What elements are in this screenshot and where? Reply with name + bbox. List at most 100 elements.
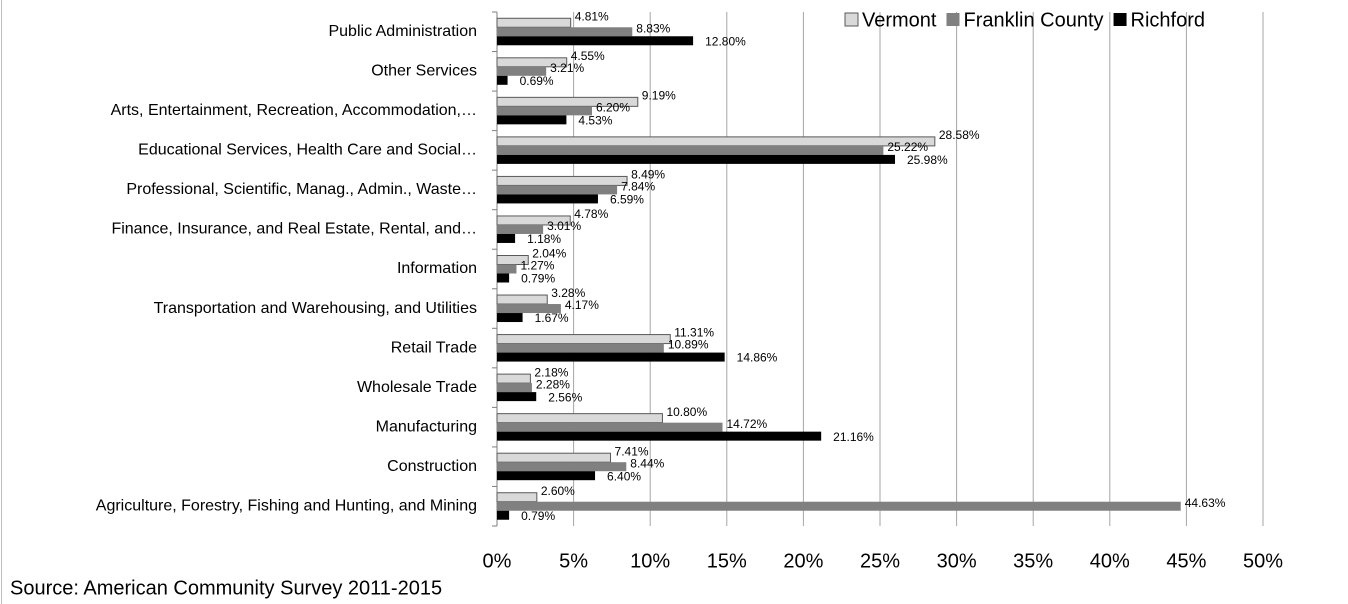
bar xyxy=(497,422,723,432)
bar xyxy=(497,115,567,125)
data-label: 7.84% xyxy=(621,180,655,194)
data-label: 0.69% xyxy=(520,74,554,88)
x-tick-label: 10% xyxy=(630,550,670,572)
bar xyxy=(497,273,510,283)
bar xyxy=(497,185,618,195)
bar xyxy=(497,145,884,155)
bar xyxy=(497,501,1181,511)
bar xyxy=(496,17,572,28)
x-tick-label: 50% xyxy=(1243,550,1283,572)
bar xyxy=(497,224,544,234)
data-label: 3.21% xyxy=(550,61,584,75)
bar xyxy=(497,462,627,472)
bar xyxy=(497,75,508,85)
data-label: 0.79% xyxy=(521,509,555,523)
category-label: Wholesale Trade xyxy=(357,379,477,396)
data-label: 1.18% xyxy=(527,232,561,246)
bar xyxy=(497,194,598,204)
bar xyxy=(497,36,694,46)
data-label: 3.01% xyxy=(547,219,581,233)
bar xyxy=(497,471,596,481)
x-tick-label: 30% xyxy=(937,550,977,572)
bar xyxy=(497,431,822,441)
category-label: Educational Services, Health Care and So… xyxy=(138,142,477,159)
data-label: 4.53% xyxy=(578,114,612,128)
data-label: 2.60% xyxy=(541,484,575,498)
data-label: 10.89% xyxy=(668,338,709,352)
bar xyxy=(497,343,664,353)
data-label: 1.67% xyxy=(535,311,569,325)
data-label: 2.56% xyxy=(548,390,582,404)
x-tick-label: 20% xyxy=(783,550,823,572)
x-tick-label: 5% xyxy=(559,550,588,572)
data-label: 7.41% xyxy=(615,444,649,458)
x-tick-label: 40% xyxy=(1090,550,1130,572)
bar xyxy=(496,413,663,424)
legend-swatch xyxy=(946,13,960,26)
data-label: 25.98% xyxy=(907,153,948,167)
category-label: Information xyxy=(397,260,477,277)
category-label: Retail Trade xyxy=(391,339,477,356)
category-label: Agriculture, Forestry, Fishing and Hunti… xyxy=(96,497,477,514)
data-label: 8.49% xyxy=(631,168,665,182)
category-label: Transportation and Warehousing, and Util… xyxy=(154,300,477,317)
category-label: Arts, Entertainment, Recreation, Accommo… xyxy=(111,102,477,119)
data-label: 14.72% xyxy=(727,417,768,431)
bar xyxy=(496,136,936,147)
source-note: Source: American Community Survey 2011-2… xyxy=(10,577,442,599)
legend-swatch xyxy=(1113,13,1127,26)
data-label: 21.16% xyxy=(833,430,874,444)
data-label: 2.04% xyxy=(532,247,566,261)
x-tick-label: 15% xyxy=(707,550,747,572)
data-label: 4.55% xyxy=(571,49,605,63)
data-label: 0.79% xyxy=(521,272,555,286)
data-label: 6.40% xyxy=(607,469,641,483)
bar xyxy=(497,313,523,323)
data-label: 4.81% xyxy=(575,9,609,23)
data-label: 1.27% xyxy=(520,259,554,273)
data-label: 10.80% xyxy=(666,405,707,419)
data-label: 9.19% xyxy=(642,89,676,103)
x-tick-label: 35% xyxy=(1013,550,1053,572)
bar xyxy=(496,492,538,503)
bar xyxy=(497,304,561,314)
data-label: 8.44% xyxy=(630,456,664,470)
data-label: 25.22% xyxy=(887,140,928,154)
x-tick-label: 45% xyxy=(1166,550,1206,572)
category-label: Professional, Scientific, Manag., Admin.… xyxy=(126,181,477,198)
data-label: 4.78% xyxy=(574,207,608,221)
bar xyxy=(497,106,592,116)
bar xyxy=(496,452,612,463)
bar xyxy=(496,294,548,305)
data-label: 6.20% xyxy=(596,101,630,115)
bar xyxy=(497,510,510,520)
bar xyxy=(497,154,896,164)
data-label: 4.17% xyxy=(565,298,599,312)
legend-swatch xyxy=(844,12,859,27)
category-label: Other Services xyxy=(371,63,477,80)
bar xyxy=(497,27,633,37)
data-label: 44.63% xyxy=(1185,496,1226,510)
legend-label: Vermont xyxy=(862,9,937,31)
legend-label: Franklin County xyxy=(963,9,1103,31)
data-label: 11.31% xyxy=(674,326,714,340)
category-label: Manufacturing xyxy=(376,418,477,435)
bar xyxy=(497,392,537,402)
data-label: 8.83% xyxy=(636,21,670,35)
x-tick-label: 25% xyxy=(860,550,900,572)
bar xyxy=(496,373,531,384)
category-label: Public Administration xyxy=(328,23,477,40)
category-label: Finance, Insurance, and Real Estate, Ren… xyxy=(111,221,477,238)
data-label: 14.86% xyxy=(737,351,778,365)
data-label: 2.18% xyxy=(534,365,568,379)
data-label: 6.59% xyxy=(610,193,644,207)
bar xyxy=(497,66,547,76)
bar xyxy=(497,383,532,393)
bar xyxy=(497,233,516,243)
bar xyxy=(496,175,628,186)
legend-label: Richford xyxy=(1131,9,1205,31)
data-label: 3.28% xyxy=(551,286,585,300)
bar xyxy=(497,264,517,274)
data-label: 12.80% xyxy=(705,34,746,48)
